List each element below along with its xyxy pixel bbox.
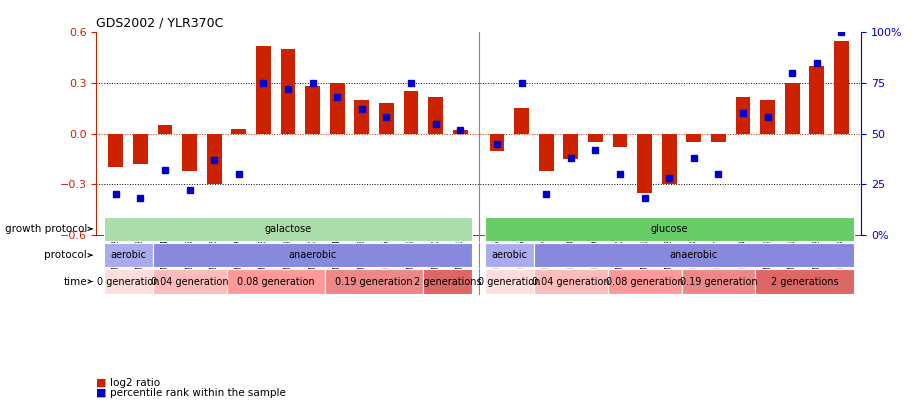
Bar: [404, 92, 419, 134]
Bar: [638, 134, 652, 193]
Text: anaerobic: anaerobic: [289, 250, 337, 260]
Bar: [354, 100, 369, 134]
Bar: [490, 134, 505, 151]
Text: 0.04 generation: 0.04 generation: [532, 277, 610, 286]
Text: growth protocol: growth protocol: [5, 224, 87, 234]
Text: 0 generation: 0 generation: [97, 277, 159, 286]
Bar: [563, 134, 578, 159]
Text: anaerobic: anaerobic: [670, 250, 718, 260]
Bar: [662, 134, 677, 184]
Bar: [305, 86, 320, 134]
Text: aerobic: aerobic: [110, 250, 147, 260]
Bar: [428, 96, 443, 134]
Text: protocol: protocol: [44, 250, 87, 260]
Text: log2 ratio: log2 ratio: [110, 378, 160, 388]
Text: galactose: galactose: [265, 224, 311, 234]
Text: 2 generations: 2 generations: [414, 277, 482, 286]
Bar: [133, 134, 147, 164]
Text: 0.08 generation: 0.08 generation: [237, 277, 314, 286]
Bar: [158, 125, 172, 134]
Text: percentile rank within the sample: percentile rank within the sample: [110, 388, 286, 398]
Bar: [613, 134, 627, 147]
Bar: [785, 83, 800, 134]
Text: ■: ■: [96, 388, 106, 398]
Text: 0.04 generation: 0.04 generation: [151, 277, 228, 286]
Bar: [539, 134, 553, 171]
Bar: [760, 100, 775, 134]
Text: 0.08 generation: 0.08 generation: [605, 277, 683, 286]
Bar: [256, 46, 271, 134]
Bar: [330, 83, 344, 134]
Bar: [834, 41, 849, 134]
Bar: [182, 134, 197, 171]
Bar: [736, 96, 750, 134]
Text: 0.19 generation: 0.19 generation: [680, 277, 758, 286]
Bar: [232, 129, 246, 134]
Bar: [280, 49, 295, 134]
Text: aerobic: aerobic: [491, 250, 528, 260]
Text: GDS2002 / YLR370C: GDS2002 / YLR370C: [96, 17, 224, 30]
Text: glucose: glucose: [650, 224, 688, 234]
Bar: [711, 134, 725, 142]
Text: time: time: [63, 277, 87, 286]
Text: 0.19 generation: 0.19 generation: [335, 277, 413, 286]
Bar: [514, 109, 529, 134]
Text: ■: ■: [96, 378, 106, 388]
Bar: [379, 103, 394, 134]
Bar: [588, 134, 603, 142]
Bar: [453, 130, 467, 134]
Bar: [207, 134, 222, 184]
Bar: [686, 134, 701, 142]
Text: 0 generation: 0 generation: [478, 277, 540, 286]
Bar: [810, 66, 824, 134]
Bar: [108, 134, 124, 167]
Text: 2 generations: 2 generations: [770, 277, 838, 286]
